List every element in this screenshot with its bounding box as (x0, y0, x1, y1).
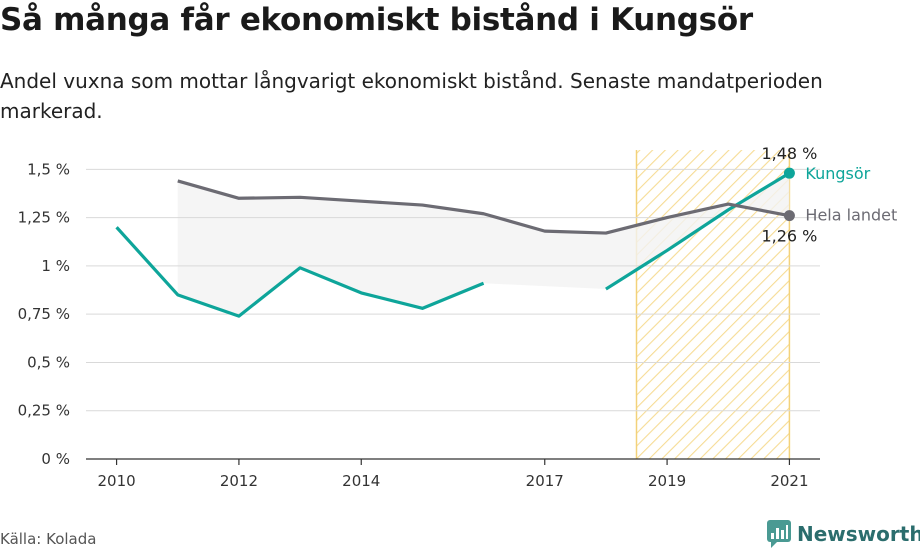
kungsor-series-line (605, 171, 791, 291)
x-tick-label: 2017 (526, 472, 564, 490)
y-tick-label: 1,5 % (27, 160, 70, 178)
brand-name: Newsworthy (797, 522, 920, 546)
hela-landet-series-label: Hela landet (805, 206, 897, 225)
kungsor-end-point (783, 167, 795, 179)
source-note: Källa: Kolada (0, 530, 97, 548)
newsworthy-logo-icon (767, 520, 791, 548)
kungsor-series-line (115, 226, 485, 318)
kungsor-value-label: 1,48 % (761, 144, 817, 163)
hela-landet-value-label: 1,26 % (761, 227, 817, 246)
hela_landet-series-line (177, 179, 790, 235)
x-tick-label: 2019 (648, 472, 686, 490)
y-tick-label: 1 % (41, 257, 70, 275)
brand-logo: Newsworthy (766, 518, 920, 550)
y-tick-label: 0 % (41, 450, 70, 468)
chart-subtitle: Andel vuxna som mottar långvarigt ekonom… (0, 69, 823, 123)
x-tick-label: 2010 (97, 472, 135, 490)
kungsor-series-label: Kungsör (805, 164, 870, 183)
x-tick-label: 2021 (770, 472, 808, 490)
chart-title: Så många får ekonomiskt bistånd i Kungsö… (0, 2, 753, 38)
y-tick-label: 0,75 % (18, 305, 70, 323)
y-tick-label: 0,25 % (18, 402, 70, 420)
x-tick-label: 2012 (220, 472, 258, 490)
y-tick-label: 1,25 % (18, 209, 70, 227)
hela_landet-end-point (783, 210, 795, 222)
x-tick-label: 2014 (342, 472, 380, 490)
y-tick-label: 0,5 % (27, 353, 70, 371)
